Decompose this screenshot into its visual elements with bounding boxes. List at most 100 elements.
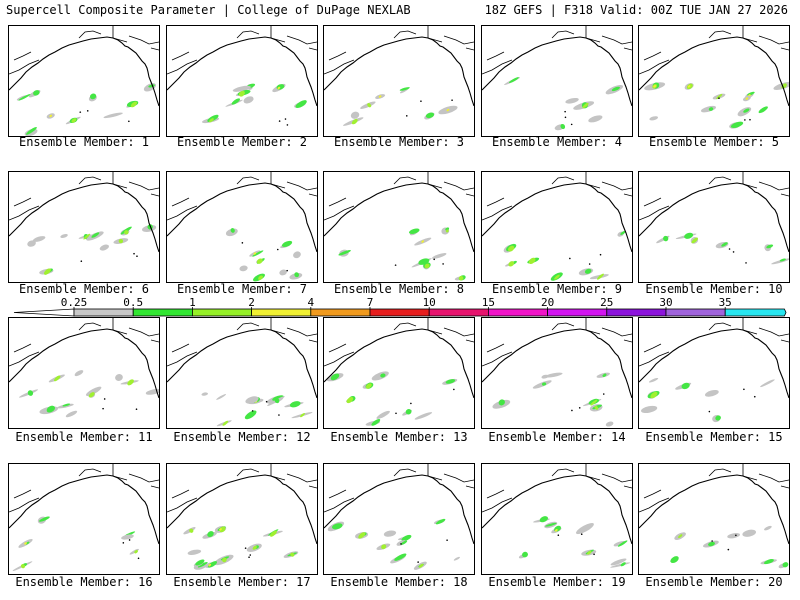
island	[286, 269, 288, 272]
coastline	[482, 328, 632, 399]
border-line	[427, 464, 443, 481]
border-line	[308, 47, 317, 51]
border-line	[643, 343, 662, 353]
border-line	[236, 322, 260, 331]
map-graphic	[167, 172, 317, 282]
parameter-shading	[331, 523, 343, 530]
parameter-shading	[346, 397, 354, 404]
colorbar-segment	[251, 308, 312, 317]
panel-label: Ensemble Member: 11	[15, 430, 153, 444]
border-line	[623, 485, 632, 489]
panel-label: Ensemble Member: 20	[645, 575, 783, 589]
panel-label: Ensemble Member: 8	[333, 282, 465, 296]
border-line	[328, 51, 347, 61]
parameter-shading	[253, 252, 257, 255]
parameter-shading	[65, 410, 78, 418]
border-line	[78, 322, 102, 331]
parameter-shading	[330, 373, 340, 381]
border-line	[639, 351, 670, 367]
parameter-shading	[27, 390, 34, 396]
parameter-shading	[89, 93, 97, 100]
panel-label: Ensemble Member: 3	[333, 135, 465, 149]
border-line	[623, 339, 632, 343]
parameter-shading	[121, 534, 134, 540]
parameter-shading	[431, 253, 447, 259]
island	[564, 116, 567, 119]
border-line	[393, 176, 417, 185]
parameter-shading	[691, 237, 698, 244]
parameter-shading	[277, 86, 281, 90]
map-graphic	[324, 26, 474, 126]
panel-label: Ensemble Member: 5	[648, 135, 780, 149]
map-graphic	[9, 318, 159, 418]
island	[244, 547, 247, 549]
island	[137, 557, 140, 560]
island	[278, 120, 281, 122]
border-line	[167, 351, 198, 367]
coastline	[639, 328, 789, 399]
border-line	[171, 489, 190, 499]
run-valid-time: 18Z GEFS | F318 Valid: 00Z TUE JAN 27 20…	[484, 3, 788, 17]
island	[433, 258, 435, 261]
map-panel	[323, 25, 475, 137]
border-line	[150, 485, 159, 489]
parameter-shading	[594, 405, 599, 410]
parameter-shading	[145, 388, 159, 395]
border-line	[150, 47, 159, 51]
parameter-shading	[445, 379, 456, 384]
border-line	[623, 47, 632, 51]
panel-label: Ensemble Member: 17	[173, 575, 311, 589]
island	[564, 110, 566, 113]
parameter-shading	[528, 257, 536, 265]
parameter-shading	[26, 127, 37, 135]
border-line	[780, 485, 789, 489]
border-line	[465, 339, 474, 343]
border-line	[9, 205, 40, 221]
colorbar-segment	[724, 308, 787, 317]
parameter-shading	[209, 118, 214, 123]
island	[727, 548, 730, 551]
border-line	[486, 197, 505, 207]
map-panel	[323, 317, 475, 429]
parameter-shading	[508, 245, 515, 252]
border-line	[708, 322, 732, 331]
map-panel	[8, 171, 160, 283]
border-line	[708, 468, 732, 477]
island	[711, 540, 713, 542]
border-line	[465, 47, 474, 51]
parameter-shading	[435, 518, 446, 525]
border-line	[128, 473, 159, 483]
parameter-shading	[582, 102, 589, 109]
border-line	[286, 35, 317, 45]
border-line	[585, 172, 601, 189]
island	[599, 253, 602, 256]
border-line	[308, 193, 317, 197]
border-line	[270, 318, 286, 335]
island	[251, 410, 254, 412]
parameter-shading	[418, 563, 424, 568]
border-line	[780, 339, 789, 343]
border-line	[393, 468, 417, 477]
parameter-shading	[611, 86, 620, 92]
map-graphic	[639, 26, 789, 129]
parameter-shading	[414, 412, 433, 420]
border-line	[742, 318, 758, 335]
border-line	[623, 193, 632, 197]
coastline	[482, 474, 632, 545]
island	[442, 263, 444, 265]
parameter-shading	[766, 244, 774, 249]
parameter-shading	[708, 107, 714, 111]
island	[241, 242, 244, 244]
border-line	[601, 473, 632, 483]
panel-label: Ensemble Member: 18	[330, 575, 468, 589]
island	[133, 252, 135, 255]
border-line	[112, 464, 128, 481]
map-graphic	[482, 464, 632, 568]
border-line	[13, 343, 32, 353]
border-line	[9, 59, 40, 75]
coastline	[324, 36, 474, 107]
island	[749, 118, 751, 121]
parameter-shading	[376, 410, 390, 419]
border-line	[286, 473, 317, 483]
border-line	[486, 51, 505, 61]
